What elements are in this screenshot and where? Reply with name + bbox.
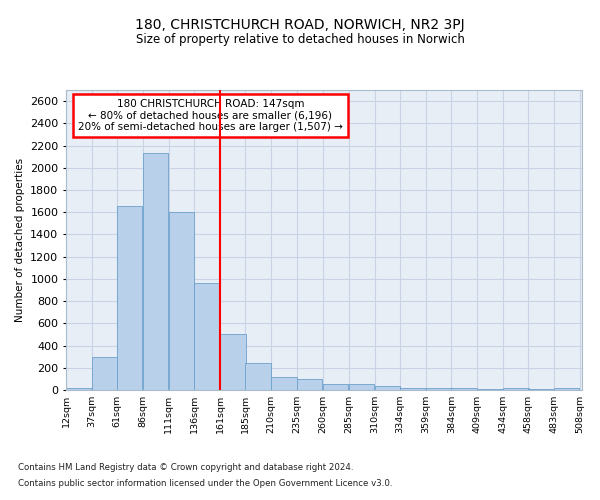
Bar	[375, 386, 400, 390]
Bar	[117, 206, 142, 390]
Bar	[554, 388, 580, 390]
Bar	[271, 376, 296, 390]
Text: Contains public sector information licensed under the Open Government Licence v3: Contains public sector information licen…	[18, 478, 392, 488]
Bar	[323, 384, 349, 390]
Bar	[297, 379, 322, 390]
Bar	[194, 284, 220, 390]
Text: Size of property relative to detached houses in Norwich: Size of property relative to detached ho…	[136, 32, 464, 46]
Bar	[451, 388, 477, 390]
Bar	[220, 334, 246, 390]
Bar	[66, 388, 91, 390]
Bar	[503, 388, 529, 390]
Text: Contains HM Land Registry data © Crown copyright and database right 2024.: Contains HM Land Registry data © Crown c…	[18, 464, 353, 472]
Y-axis label: Number of detached properties: Number of detached properties	[14, 158, 25, 322]
Bar	[143, 154, 168, 390]
Bar	[349, 384, 374, 390]
Bar	[169, 212, 194, 390]
Bar	[92, 356, 117, 390]
Text: 180 CHRISTCHURCH ROAD: 147sqm
← 80% of detached houses are smaller (6,196)
20% o: 180 CHRISTCHURCH ROAD: 147sqm ← 80% of d…	[78, 99, 343, 132]
Bar	[425, 388, 451, 390]
Bar	[245, 363, 271, 390]
Text: 180, CHRISTCHURCH ROAD, NORWICH, NR2 3PJ: 180, CHRISTCHURCH ROAD, NORWICH, NR2 3PJ	[135, 18, 465, 32]
Bar	[400, 388, 425, 390]
